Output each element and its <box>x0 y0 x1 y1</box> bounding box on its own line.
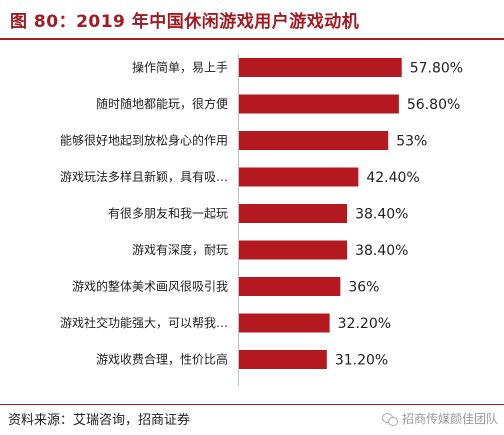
value-label: 42.40% <box>366 170 419 186</box>
watermark-text: 招商传媒颜佳团队 <box>401 412 498 426</box>
bar <box>239 167 359 187</box>
value-label: 31.20% <box>335 353 388 369</box>
category-label: 随时随地都能玩，很方便 <box>96 96 228 111</box>
wechat-icon <box>381 412 398 426</box>
category-label: 有很多朋友和我一起玩 <box>108 207 228 221</box>
title-divider <box>0 38 504 40</box>
category-label: 能够很好地起到放松身心的作用 <box>60 133 228 148</box>
category-label: 游戏玩法多样且新颖，具有吸… <box>60 169 228 184</box>
category-label: 游戏收费合理，性价比高 <box>96 352 228 367</box>
category-label: 游戏的整体美术画风很吸引我 <box>72 279 228 294</box>
bar-chart: 操作简单，易上手 57.80% 随时随地都能玩，很方便 56.80% 能够很好地起到放松… <box>60 54 463 386</box>
bar <box>239 277 341 296</box>
category-label: 操作简单，易上手 <box>132 60 228 75</box>
bar <box>239 240 348 260</box>
bar <box>239 313 330 333</box>
bar <box>239 204 348 223</box>
value-label: 38.40% <box>355 243 408 259</box>
bar <box>239 131 389 150</box>
source-divider <box>0 404 504 405</box>
category-label: 游戏社交功能强大，可以帮我… <box>60 315 228 330</box>
value-label: 36% <box>348 280 379 296</box>
value-label: 53% <box>396 134 427 150</box>
watermark: 招商传媒颜佳团队 <box>381 410 498 427</box>
bar <box>239 58 402 77</box>
value-label: 38.40% <box>355 207 408 223</box>
source-note: 资料来源：艾瑞咨询，招商证券 <box>8 413 191 428</box>
bar <box>239 350 327 369</box>
value-label: 57.80% <box>410 61 463 77</box>
bar <box>239 94 399 114</box>
value-label: 56.80% <box>407 97 460 113</box>
category-label: 游戏有深度，耐玩 <box>132 242 228 257</box>
figure-title: 图 80：2019 年中国休闲游戏用户游戏动机 <box>10 11 360 32</box>
value-label: 32.20% <box>338 316 391 332</box>
